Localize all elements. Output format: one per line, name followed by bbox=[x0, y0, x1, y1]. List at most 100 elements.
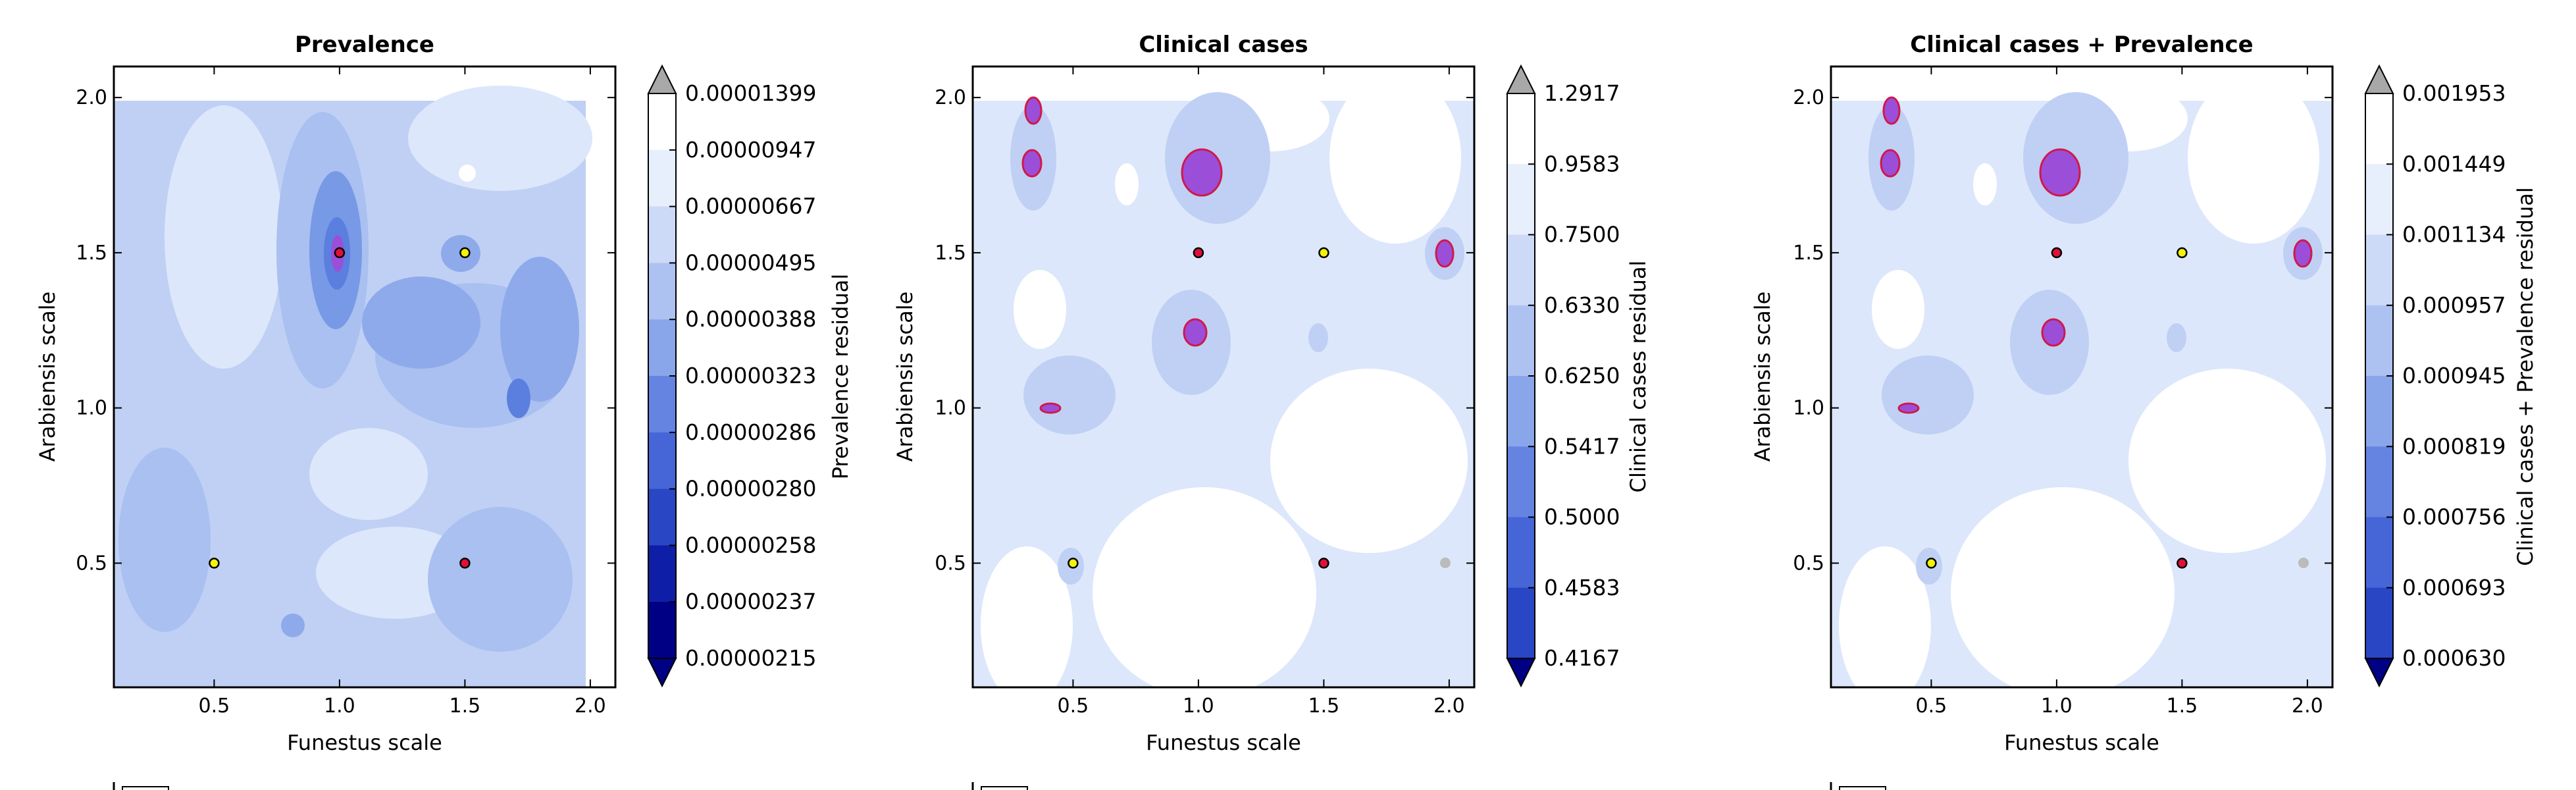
colorbar-tick-label: 0.00001399 bbox=[685, 80, 816, 106]
chart-title: Clinical cases bbox=[1139, 32, 1308, 58]
data-point bbox=[209, 558, 220, 569]
colorbar-tick-label: 0.00000237 bbox=[685, 589, 816, 614]
x-tick-label: 0.5 bbox=[199, 695, 230, 718]
colorbar-segment bbox=[648, 432, 676, 490]
data-point bbox=[1318, 558, 1329, 569]
colorbar-segment bbox=[648, 319, 676, 377]
colorbar-label: Prevalence residual bbox=[828, 274, 853, 480]
x-tick-label: 0.5 bbox=[1916, 695, 1947, 718]
colorbar-segment bbox=[648, 488, 676, 546]
y-tick-label: 2.0 bbox=[935, 86, 966, 109]
x-tick-label: 1.0 bbox=[2041, 695, 2073, 718]
colorbar-tick-label: 0.000630 bbox=[2402, 645, 2506, 671]
colorbar-tick-label: 0.00000388 bbox=[685, 306, 816, 332]
colorbar-extend-min bbox=[1506, 658, 1536, 688]
data-point bbox=[459, 247, 471, 259]
colorbar-tick-label: 0.00000215 bbox=[685, 645, 816, 671]
data-point bbox=[1068, 558, 1079, 569]
x-tick-label: 2.0 bbox=[575, 695, 606, 718]
colorbar-tick-label: 0.9583 bbox=[1544, 151, 1620, 176]
colorbar-segment bbox=[1507, 164, 1535, 235]
data-point bbox=[334, 247, 346, 259]
chart-title: Clinical cases + Prevalence bbox=[1910, 32, 2254, 58]
colorbar-tick-label: 0.4583 bbox=[1544, 575, 1620, 600]
data-point bbox=[2177, 247, 2188, 259]
x-tick-label: 1.5 bbox=[2167, 695, 2198, 718]
colorbar-tick-label: 0.6330 bbox=[1544, 292, 1620, 318]
x-tick-label: 2.0 bbox=[1433, 695, 1465, 718]
y-tick-label: 0.5 bbox=[935, 552, 966, 575]
plot-frame bbox=[971, 65, 1476, 689]
colorbar-segment bbox=[2365, 446, 2393, 517]
y-tick-label: 1.5 bbox=[1793, 242, 1824, 265]
colorbar-label: Clinical cases + Prevalence residual bbox=[2513, 187, 2538, 566]
colorbar-tick-label: 0.00000667 bbox=[685, 194, 816, 219]
y-axis-label: Arabiensis scale bbox=[892, 292, 917, 462]
panel-prevalence: Prevalence 0.5 1.0 1.5 2.0 0.5 1.0 1.5 2.0 bbox=[35, 32, 853, 755]
colorbar-tick-label: 0.001449 bbox=[2402, 151, 2506, 176]
y-tick-label: 1.0 bbox=[1793, 397, 1824, 420]
colorbar-segment bbox=[2365, 517, 2393, 589]
colorbar-segment bbox=[2365, 587, 2393, 659]
x-axis-label: Funestus scale bbox=[2004, 730, 2159, 755]
colorbar-segment bbox=[2365, 93, 2393, 165]
y-tick-label: 1.5 bbox=[935, 242, 966, 265]
colorbar-extend-min bbox=[2364, 658, 2394, 688]
data-point bbox=[1193, 247, 1204, 259]
colorbar-segment bbox=[1507, 587, 1535, 659]
plot-frame bbox=[1830, 65, 2334, 689]
colorbar-segment bbox=[648, 376, 676, 433]
x-axis-label: Funestus scale bbox=[1146, 730, 1301, 755]
colorbar-segment bbox=[1507, 305, 1535, 377]
data-point bbox=[459, 558, 471, 569]
colorbar-tick-label: 0.000945 bbox=[2402, 363, 2506, 388]
y-tick-label: 2.0 bbox=[1793, 86, 1824, 109]
colorbar-tick-label: 0.7500 bbox=[1544, 222, 1620, 248]
y-tick-label: 0.5 bbox=[1793, 552, 1824, 575]
colorbar-tick-label: 0.00000323 bbox=[685, 363, 816, 388]
colorbar-segment bbox=[1507, 517, 1535, 589]
colorbar-tick-label: 0.000693 bbox=[2402, 575, 2506, 600]
y-tick-label: 1.0 bbox=[76, 397, 107, 420]
colorbar-tick-label: 0.4167 bbox=[1544, 645, 1620, 671]
colorbar-extend-max bbox=[647, 64, 677, 94]
colorbar-segment bbox=[2365, 164, 2393, 235]
colorbar-segment bbox=[648, 602, 676, 659]
colorbar-segment bbox=[1507, 93, 1535, 165]
colorbar-segment bbox=[648, 93, 676, 151]
plot-area bbox=[973, 66, 1474, 687]
colorbar-tick-label: 0.001134 bbox=[2402, 222, 2506, 248]
colorbar-segment bbox=[2365, 376, 2393, 447]
colorbar-segment bbox=[648, 545, 676, 602]
colorbar-tick-label: 0.00000280 bbox=[685, 476, 816, 502]
colorbar-tick-label: 0.5000 bbox=[1544, 504, 1620, 530]
x-tick-label: 1.0 bbox=[1183, 695, 1214, 718]
colorbar-tick-label: 0.00000258 bbox=[685, 532, 816, 558]
colorbar-tick-label: 0.5417 bbox=[1544, 433, 1620, 459]
x-tick-label: 0.5 bbox=[1058, 695, 1089, 718]
colorbar-segment bbox=[1507, 234, 1535, 306]
y-tick-label: 0.5 bbox=[76, 552, 107, 575]
plot-area bbox=[1831, 66, 2332, 687]
colorbar-tick-label: 0.6250 bbox=[1544, 363, 1620, 388]
colorbar-tick-label: 0.000957 bbox=[2402, 292, 2506, 318]
data-point bbox=[2051, 247, 2063, 259]
x-tick-label: 2.0 bbox=[2292, 695, 2323, 718]
colorbar-segment bbox=[1507, 376, 1535, 447]
colorbar-segment bbox=[2365, 305, 2393, 377]
colorbar-tick-label: 0.00000495 bbox=[685, 250, 816, 275]
x-axis-label: Funestus scale bbox=[287, 730, 442, 755]
colorbar-segment bbox=[648, 149, 676, 207]
colorbar-tick-label: 0.001953 bbox=[2402, 80, 2506, 106]
y-tick-label: 2.0 bbox=[76, 86, 107, 109]
data-point bbox=[2177, 558, 2188, 569]
colorbar-tick-label: 0.00000947 bbox=[685, 137, 816, 163]
colorbar-segment bbox=[2365, 234, 2393, 306]
x-tick-label: 1.0 bbox=[324, 695, 355, 718]
y-axis-label: Arabiensis scale bbox=[1750, 292, 1775, 462]
colorbar-segment bbox=[648, 263, 676, 320]
panel-clinical-cases: Clinical cases 0.5 1. bbox=[892, 32, 1651, 755]
colorbar-segment bbox=[648, 206, 676, 263]
colorbar-tick-label: 0.00000286 bbox=[685, 419, 816, 445]
y-tick-label: 1.0 bbox=[935, 397, 966, 420]
